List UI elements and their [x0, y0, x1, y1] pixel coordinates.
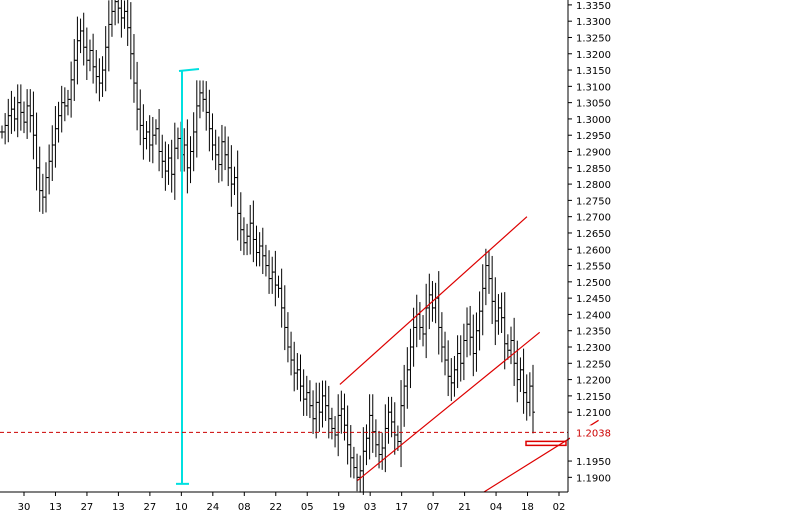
y-tick-label: 1.1900: [576, 473, 611, 484]
x-tick-label: 21: [458, 502, 471, 513]
y-tick-label: 1.2850: [576, 164, 611, 175]
annotations: [0, 68, 599, 493]
price-marker-label-bg: [570, 425, 614, 440]
x-tick-label: 22: [269, 502, 282, 513]
y-tick-label: 1.3150: [576, 66, 611, 77]
channel-line: [339, 216, 528, 385]
axes: 1.1900 1.1950 1.2100 1.2150 1.2200 1.2250 1.23…: [0, 0, 614, 513]
y-tick-label: 1.2500: [576, 278, 611, 289]
y-tick-label: 1.3250: [576, 33, 611, 44]
x-tick-label: 08: [238, 502, 251, 513]
x-tick-label: 03: [364, 502, 377, 513]
y-tick-label: 1.1950: [576, 457, 611, 468]
y-tick-label: 1.2200: [576, 376, 611, 387]
x-tick-label: 02: [553, 502, 566, 513]
y-tick-label: 1.2650: [576, 229, 611, 240]
y-tick-label: 1.2300: [576, 343, 611, 354]
x-tick-label: 27: [81, 502, 94, 513]
y-tick-label: 1.3350: [576, 1, 611, 12]
x-tick-label: 18: [521, 502, 534, 513]
y-tick-label: 1.3000: [576, 115, 611, 126]
marker-box: [525, 440, 567, 447]
y-tick-label: 1.2350: [576, 327, 611, 338]
y-tick-label: 1.3050: [576, 99, 611, 110]
x-tick-label: 05: [301, 502, 314, 513]
y-tick-label: 1.2800: [576, 180, 611, 191]
x-tick-label: 10: [175, 502, 188, 513]
y-tick-label: 1.2150: [576, 392, 611, 403]
x-tick-label: 30: [18, 502, 31, 513]
y-tick-label: 1.2900: [576, 148, 611, 159]
y-tick-label: 1.2250: [576, 359, 611, 370]
x-tick-label: 13: [49, 502, 62, 513]
x-tick-label: 27: [144, 502, 157, 513]
channel-line: [357, 331, 541, 482]
y-tick-label: 1.2550: [576, 262, 611, 273]
price-marker-label: 1.2038: [576, 428, 611, 439]
y-tick-label: 1.3200: [576, 50, 611, 61]
y-tick-label: 1.3300: [576, 17, 611, 28]
y-tick-label: 1.3100: [576, 82, 611, 93]
y-tick-label: 1.2400: [576, 310, 611, 321]
price-bars: [0, 0, 535, 495]
y-tick-label: 1.2950: [576, 131, 611, 142]
x-tick-label: 04: [490, 502, 503, 513]
y-tick-label: 1.2750: [576, 196, 611, 207]
y-tick-label: 1.2700: [576, 213, 611, 224]
y-tick-label: 1.2100: [576, 408, 611, 419]
x-tick-label: 19: [332, 502, 345, 513]
cyan-range-cap-top: [178, 68, 200, 73]
x-tick-label: 13: [112, 502, 125, 513]
y-tick-label: 1.2450: [576, 294, 611, 305]
x-tick-label: 07: [427, 502, 440, 513]
x-tick-label: 24: [206, 502, 219, 513]
x-tick-label: 17: [395, 502, 408, 513]
y-tick-label: 1.2600: [576, 245, 611, 256]
